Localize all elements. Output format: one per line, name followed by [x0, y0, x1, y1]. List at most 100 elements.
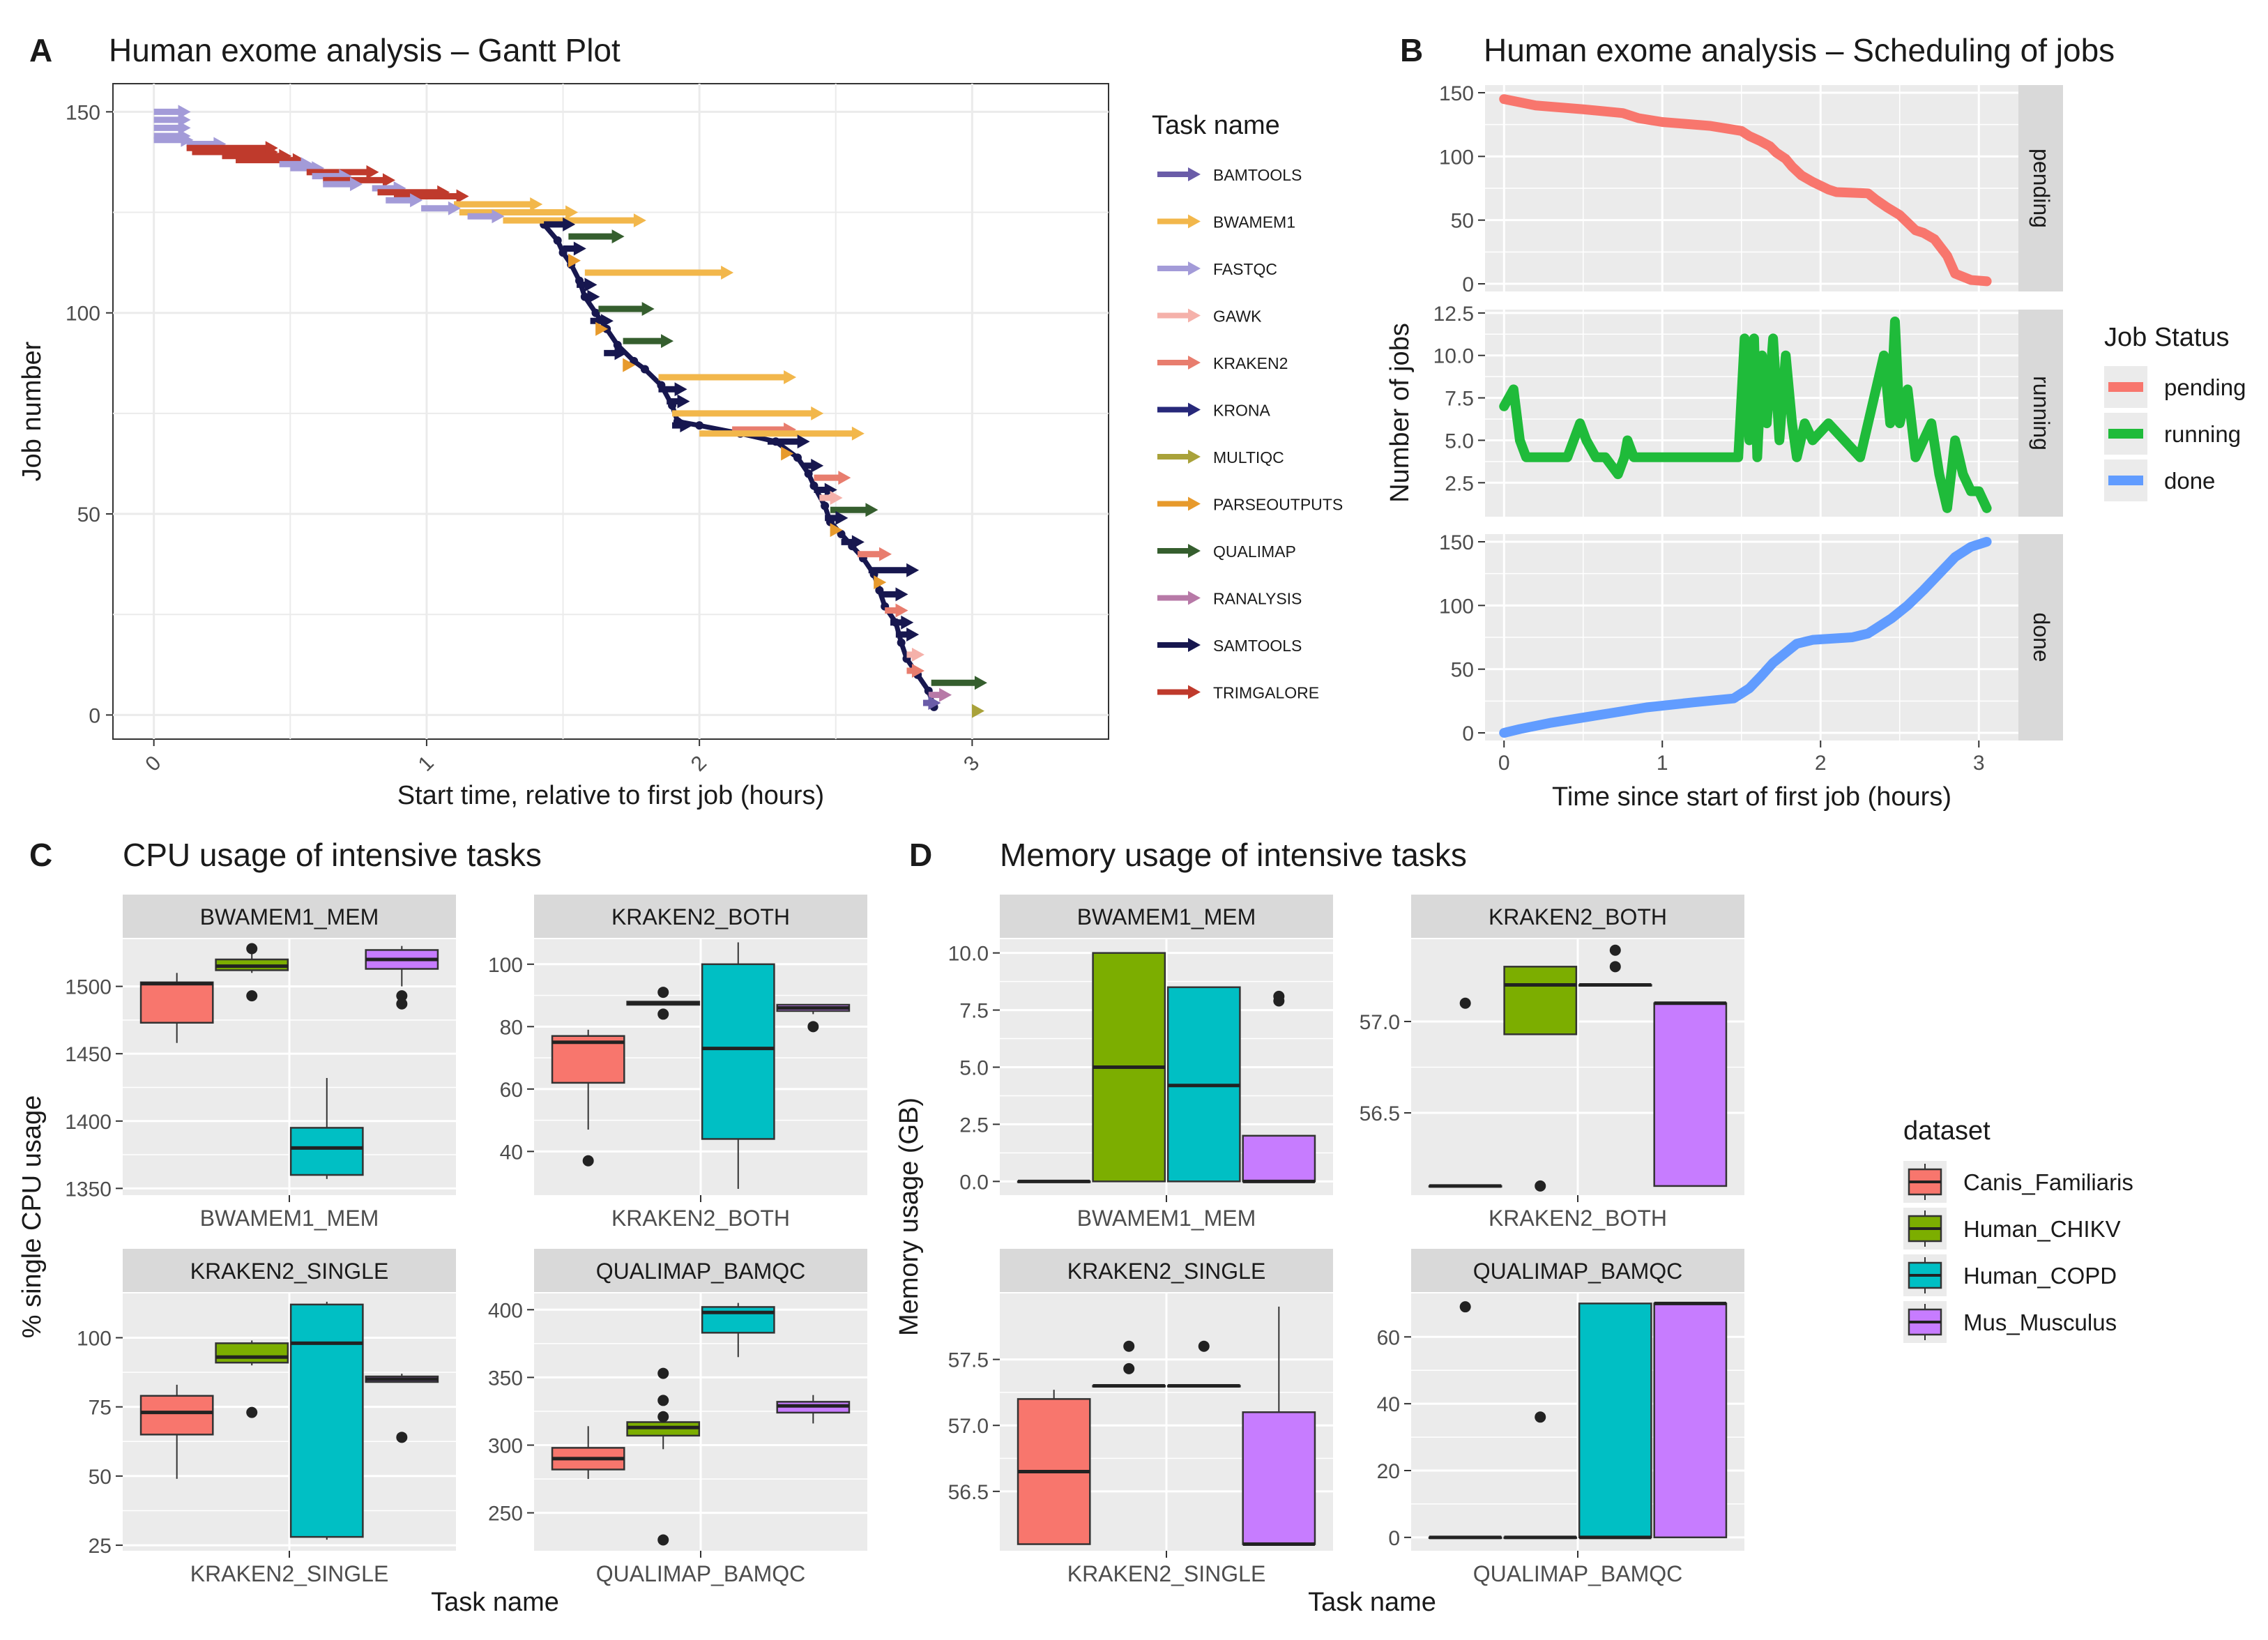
- gantt-segment-head: [366, 165, 379, 179]
- gantt-legend-key: [1157, 214, 1201, 229]
- facet-strip: [123, 895, 456, 938]
- memory-panel-x-axis-title: Task name: [1308, 1588, 1436, 1617]
- gantt-legend-label: MULTIQC: [1213, 448, 1284, 466]
- gantt-segment: [598, 301, 655, 316]
- gantt-legend-label: FASTQC: [1213, 260, 1277, 278]
- schedule-strip-label: done: [2029, 612, 2054, 662]
- cpu-panel-letter: C: [29, 837, 52, 873]
- facet-y-tick-label: 60: [500, 1079, 523, 1102]
- facet-strip-label: KRAKEN2_SINGLE: [190, 1259, 389, 1284]
- gantt-segment-head: [611, 229, 625, 244]
- gantt-segment-head: [865, 503, 878, 517]
- box-outlier: [246, 943, 258, 955]
- box-outlier: [246, 1406, 258, 1418]
- gantt-legend-label: PARSEOUTPUTS: [1213, 496, 1343, 514]
- facet-x-tick-label: KRAKEN2_BOTH: [611, 1206, 790, 1231]
- facet-y-tick-label: 56.5: [948, 1481, 989, 1504]
- box-Mus_Musculus: [1242, 990, 1316, 1183]
- dataset-legend: dataset Canis_Familiaris Human_CHIKV Human_…: [1903, 1116, 2133, 1343]
- box-iqr: [289, 1127, 364, 1176]
- gantt-segment-head: [851, 426, 865, 441]
- memory-panel-letter: D: [909, 837, 932, 873]
- gantt-segment-head: [879, 547, 892, 561]
- box-Human_CHIKV: [1092, 1340, 1166, 1388]
- memory-panel-facet: BWAMEM1_MEM 0.0 2.5 5.0 7.5 10.0 BWAMEM1_MEM: [948, 895, 1333, 1231]
- facet-y-tick-label: 7.5: [959, 1000, 989, 1023]
- gantt-segment-head: [568, 253, 581, 268]
- schedule-title: Human exome analysis – Scheduling of job…: [1484, 32, 2115, 68]
- gantt-y-tick-label: 50: [77, 503, 100, 526]
- facet-y-tick-label: 100: [77, 1327, 112, 1350]
- box-outlier: [1459, 1301, 1471, 1313]
- gantt-segment-head: [811, 406, 824, 420]
- memory-panel-facet: QUALIMAP_BAMQC 0 20 40 60 QUALIMAP_BAMQC: [1377, 1249, 1744, 1586]
- box-Canis_Familiaris: [139, 1384, 214, 1479]
- box-outlier: [1273, 990, 1285, 1002]
- gantt-segment-head: [584, 278, 598, 292]
- facet-strip-label: BWAMEM1_MEM: [1077, 904, 1256, 929]
- gantt-segment-head: [680, 418, 693, 433]
- gantt-legend-key-head: [1188, 638, 1201, 652]
- gantt-legend-label: RANALYSIS: [1213, 590, 1302, 608]
- gantt-segment-head: [851, 535, 865, 549]
- facet-strip: [1000, 1249, 1333, 1292]
- memory-panel-y-axis-title: Memory usage (GB): [895, 1098, 924, 1336]
- box-iqr: [139, 1395, 214, 1436]
- cpu-panel-facet: KRAKEN2_BOTH 40 60 80 100 KRAKEN2_BOTH: [488, 895, 867, 1231]
- box-iqr: [701, 963, 775, 1140]
- facet-strip-label: QUALIMAP_BAMQC: [1473, 1259, 1683, 1284]
- facet-strip-label: KRAKEN2_BOTH: [611, 904, 790, 929]
- gantt-segment: [577, 278, 598, 292]
- gantt-legend-label: KRONA: [1213, 402, 1270, 420]
- dataset-legend-label: Human_COPD: [1963, 1263, 2117, 1289]
- gantt-segment: [306, 165, 379, 179]
- gantt-legend-key: [1157, 544, 1201, 558]
- gantt-segment: [393, 189, 469, 204]
- gantt-segment: [830, 523, 843, 538]
- gantt-legend-label: BAMTOOLS: [1213, 166, 1302, 184]
- gantt-segment: [581, 289, 600, 304]
- gantt-segment-head: [797, 434, 810, 449]
- schedule-x-tick-label: 2: [1815, 752, 1827, 775]
- facet-y-tick-label: 20: [1377, 1460, 1400, 1483]
- facet-y-tick-label: 100: [488, 954, 523, 977]
- box-outlier: [1535, 1411, 1546, 1423]
- gantt-segment: [814, 483, 837, 497]
- schedule-legend-label: done: [2164, 468, 2215, 494]
- gantt-segment: [672, 418, 693, 433]
- schedule-y-tick-label: 50: [1451, 210, 1474, 233]
- gantt-segment: [323, 177, 363, 192]
- schedule-strip-label: pending: [2029, 149, 2054, 228]
- gantt-title: Human exome analysis – Gantt Plot: [109, 32, 621, 68]
- gantt-segment: [467, 209, 505, 224]
- gantt-legend-key: [1157, 356, 1201, 370]
- gantt-segment-head: [448, 201, 461, 215]
- gantt-legend-key-head: [1188, 544, 1201, 558]
- box-Human_CHIKV: [1503, 966, 1578, 1192]
- gantt-segment-head: [181, 132, 194, 147]
- gantt-segment: [825, 510, 848, 525]
- gantt-legend-label: QUALIMAP: [1213, 542, 1296, 561]
- facet-x-tick-label: QUALIMAP_BAMQC: [596, 1561, 806, 1586]
- facet-strip-label: KRAKEN2_SINGLE: [1067, 1259, 1266, 1284]
- dataset-legend-label: Human_CHIKV: [1963, 1216, 2121, 1242]
- gantt-legend-label: BWAMEM1: [1213, 213, 1295, 231]
- gantt-segment-head: [974, 676, 987, 690]
- schedule-facet-strip: [2018, 310, 2063, 517]
- gantt-legend-key: [1157, 402, 1201, 417]
- box-iqr: [1242, 1134, 1316, 1183]
- box-Human_COPD: [289, 1077, 364, 1179]
- facet-x-tick-label: BWAMEM1_MEM: [1077, 1206, 1256, 1231]
- schedule-strip-label: running: [2029, 376, 2054, 450]
- box-iqr: [289, 1303, 364, 1538]
- gantt-legend-key-head: [1188, 356, 1201, 370]
- facet-strip-label: QUALIMAP_BAMQC: [596, 1259, 806, 1284]
- gantt-task-dot: [640, 365, 649, 374]
- box-Human_COPD: [701, 1303, 775, 1358]
- box-iqr: [1503, 966, 1578, 1035]
- box-Mus_Musculus: [776, 1003, 851, 1033]
- schedule-y-tick-label: 100: [1439, 146, 1474, 169]
- gantt-segment-head: [939, 688, 952, 702]
- facet-strip: [1000, 895, 1333, 938]
